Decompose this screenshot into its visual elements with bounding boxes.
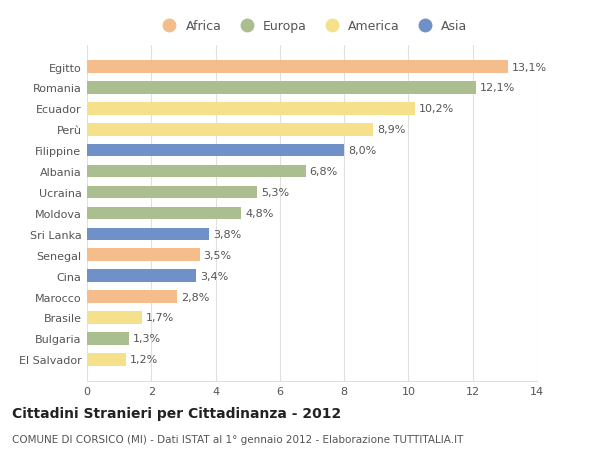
Bar (87, 332, 129, 345)
Bar (87, 103, 415, 115)
Text: 8,9%: 8,9% (377, 125, 406, 135)
Text: 8,0%: 8,0% (348, 146, 376, 156)
Legend: Africa, Europa, America, Asia: Africa, Europa, America, Asia (157, 20, 467, 33)
Text: 13,1%: 13,1% (512, 62, 547, 73)
Text: 3,4%: 3,4% (200, 271, 229, 281)
Text: 10,2%: 10,2% (419, 104, 454, 114)
Text: COMUNE DI CORSICO (MI) - Dati ISTAT al 1° gennaio 2012 - Elaborazione TUTTITALIA: COMUNE DI CORSICO (MI) - Dati ISTAT al 1… (12, 434, 463, 444)
Bar (87, 61, 508, 73)
Bar (87, 353, 125, 366)
Bar (87, 270, 196, 282)
Text: 1,2%: 1,2% (130, 354, 158, 364)
Text: 1,7%: 1,7% (146, 313, 174, 323)
Bar (87, 291, 177, 303)
Text: 4,8%: 4,8% (245, 208, 274, 218)
Bar (87, 145, 344, 157)
Text: 2,8%: 2,8% (181, 292, 209, 302)
Bar (87, 249, 199, 262)
Bar (87, 82, 476, 95)
Text: Cittadini Stranieri per Cittadinanza - 2012: Cittadini Stranieri per Cittadinanza - 2… (12, 406, 341, 420)
Text: 3,8%: 3,8% (213, 230, 241, 239)
Bar (87, 165, 305, 178)
Bar (87, 207, 241, 220)
Text: 1,3%: 1,3% (133, 334, 161, 344)
Text: 12,1%: 12,1% (480, 83, 515, 93)
Text: 6,8%: 6,8% (310, 167, 338, 177)
Bar (87, 124, 373, 136)
Bar (87, 228, 209, 241)
Bar (87, 312, 142, 324)
Text: 5,3%: 5,3% (261, 188, 289, 197)
Text: 3,5%: 3,5% (203, 250, 232, 260)
Bar (87, 186, 257, 199)
